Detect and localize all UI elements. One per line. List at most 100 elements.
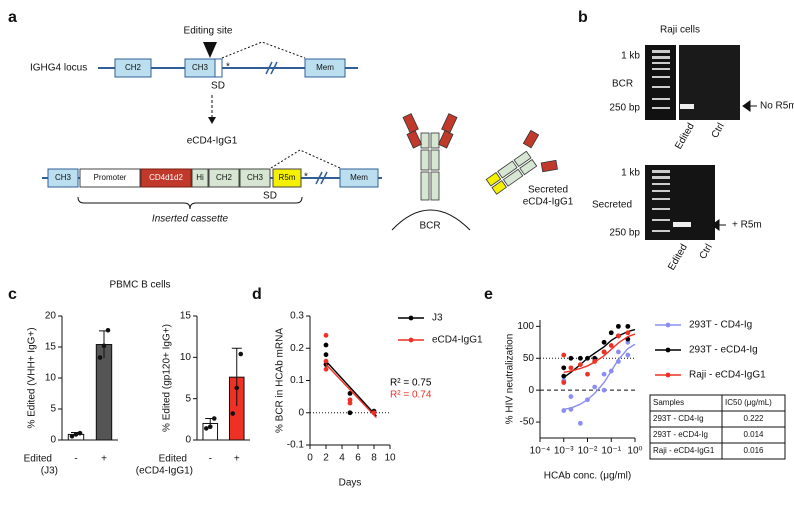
- label: CH3: [247, 173, 264, 182]
- label: Raji cells: [660, 25, 700, 36]
- label: Promoter: [94, 173, 127, 182]
- label: 250 bp: [609, 228, 640, 239]
- table-cell: 293T - eCD4-Ig: [653, 430, 708, 439]
- fit-line: [325, 363, 377, 419]
- fit-line: [325, 360, 377, 417]
- data-point: [568, 394, 574, 399]
- data-point: [561, 380, 567, 385]
- exon: [47, 168, 79, 188]
- data-point: [77, 430, 83, 436]
- y-tick-label: 50: [523, 353, 535, 364]
- arrow: [711, 219, 726, 231]
- y-tick-label: 100: [517, 321, 534, 332]
- lane-label: Ctrl: [710, 121, 727, 140]
- data-point: [101, 343, 107, 349]
- segment: [191, 168, 209, 188]
- x-sublabel: (J3): [41, 466, 58, 477]
- data-point: [625, 330, 631, 336]
- data-point: [615, 349, 621, 355]
- data-point: [568, 355, 574, 361]
- data-point: [97, 355, 103, 360]
- data-point: [615, 359, 621, 364]
- segment: [140, 168, 192, 188]
- label: 1 kb: [621, 51, 640, 62]
- y-tick-label: 5: [50, 404, 56, 415]
- arrow: [742, 100, 757, 112]
- legend-label: 293T - eCD4-Ig: [689, 345, 758, 356]
- label: CH2: [216, 173, 233, 182]
- lane-label: Edited: [666, 242, 690, 272]
- y-tick-label: 15: [180, 311, 192, 322]
- label: Mem: [350, 173, 368, 182]
- data-point: [568, 406, 574, 412]
- label: Hi: [196, 173, 204, 182]
- data-point: [608, 368, 614, 374]
- label: *: [226, 62, 230, 73]
- y-tick-label: -0.1: [287, 440, 305, 451]
- fit-line: [563, 328, 636, 378]
- data-point: [577, 355, 583, 361]
- legend-label: 293T - CD4-Ig: [689, 320, 752, 331]
- segment: [79, 168, 141, 188]
- x-tick-label: 10: [384, 453, 396, 464]
- x-tick-label: 8: [371, 453, 377, 464]
- data-point: [625, 352, 631, 358]
- label: IGHG4 locus: [30, 63, 87, 74]
- x-axis-label: HCAb conc. (μg/ml): [544, 471, 631, 482]
- label: Secreted: [528, 185, 568, 196]
- table-cell: 0.016: [743, 446, 764, 455]
- data-point: [323, 352, 329, 358]
- exon: [304, 58, 346, 78]
- legend-label: Raji - eCD4-IgG1: [689, 370, 766, 381]
- label: 250 bp: [609, 103, 640, 114]
- panel-label: a: [8, 9, 17, 26]
- table-cell: Raji - eCD4-IgG1: [653, 446, 715, 455]
- x-tick-label: +: [101, 454, 107, 465]
- segment: [272, 168, 302, 188]
- label: CD4d1d2: [149, 173, 183, 182]
- y-axis-label: % HIV neutralization: [505, 334, 516, 425]
- splice: [221, 41, 306, 59]
- data-point: [211, 416, 217, 421]
- exon: [339, 168, 379, 188]
- y-tick-label: 0: [50, 435, 56, 446]
- data-point: [601, 339, 607, 345]
- gel: [645, 165, 715, 240]
- label: + R5m: [732, 220, 762, 231]
- data-point: [69, 433, 75, 439]
- sd-box: [214, 58, 223, 78]
- fit-line: [563, 333, 636, 373]
- data-point: [203, 426, 209, 431]
- x-tick-label: 10⁻³: [554, 446, 574, 457]
- data-point: [347, 400, 353, 406]
- y-tick-label: 20: [45, 311, 57, 322]
- data-point: [323, 342, 329, 348]
- data-point: [323, 358, 329, 364]
- data-point: [371, 410, 377, 416]
- data-point: [608, 343, 614, 348]
- legend-marker: [408, 337, 414, 343]
- panel-label: c: [8, 286, 17, 303]
- x-axis-label: Days: [339, 478, 362, 489]
- x-tick-label: 0: [307, 453, 313, 464]
- x-tick-label: 2: [323, 453, 329, 464]
- x-label: Edited: [159, 454, 187, 465]
- data-point: [561, 373, 567, 379]
- x-sublabel: (eCD4-IgG1): [136, 466, 193, 477]
- data-point: [561, 352, 567, 358]
- x-tick-label: 10⁻¹: [601, 446, 621, 457]
- label: Mem: [316, 63, 334, 72]
- y-tick-label: 0: [185, 435, 191, 446]
- table-cell: 293T - CD4-Ig: [653, 414, 704, 423]
- annotation: R² = 0.75: [390, 378, 432, 389]
- membrane: [391, 209, 471, 231]
- data-point: [347, 410, 353, 416]
- data-point: [577, 362, 583, 368]
- annotation: R² = 0.74: [390, 390, 432, 401]
- gel: [645, 45, 740, 120]
- brace: [77, 196, 303, 210]
- data-point: [234, 385, 240, 391]
- data-point: [230, 411, 236, 416]
- data-point: [323, 332, 329, 338]
